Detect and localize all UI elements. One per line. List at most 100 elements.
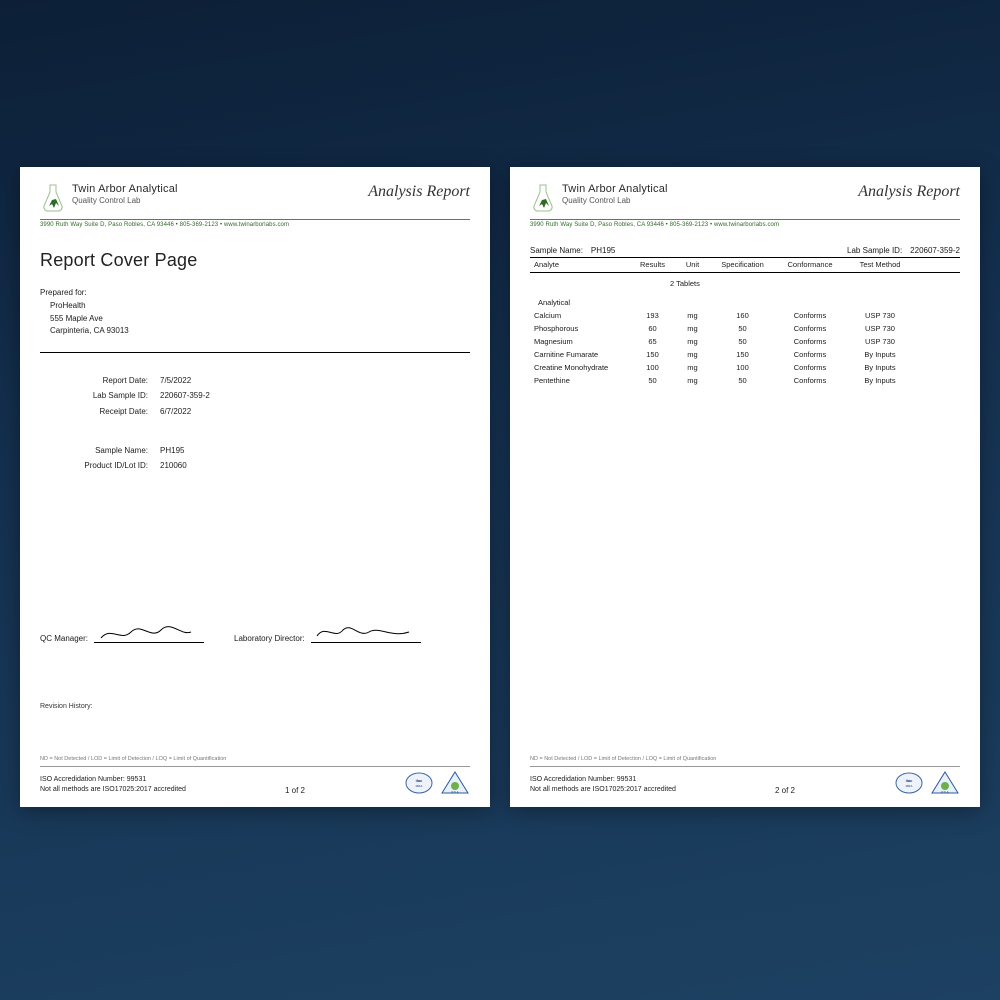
kv-row: Sample Name:PH195 bbox=[40, 443, 470, 458]
footer-rule bbox=[40, 766, 470, 767]
kv-val: 6/7/2022 bbox=[160, 404, 191, 419]
cell-spec: 160 bbox=[710, 311, 775, 320]
cell-method: USP 730 bbox=[845, 324, 915, 333]
company-name: Twin Arbor Analytical bbox=[72, 183, 178, 195]
report-title: Analysis Report bbox=[368, 183, 470, 201]
company-name: Twin Arbor Analytical bbox=[562, 183, 668, 195]
kv-key: Receipt Date: bbox=[40, 404, 160, 419]
results-table: Analyte Results Unit Specification Confo… bbox=[530, 260, 960, 387]
cell-conf: Conforms bbox=[775, 350, 845, 359]
cell-conf: Conforms bbox=[775, 324, 845, 333]
table-row: Carnitine Fumarate 150 mg 150 Conforms B… bbox=[530, 348, 960, 361]
cell-result: 65 bbox=[630, 337, 675, 346]
prepared-for-city: Carpinteria, CA 93013 bbox=[40, 325, 470, 338]
cell-unit: mg bbox=[675, 337, 710, 346]
revision-history-label: Revision History: bbox=[40, 703, 470, 710]
section-analytical: Analytical bbox=[530, 290, 960, 309]
kv-row: Report Date:7/5/2022 bbox=[40, 373, 470, 388]
footer-iso-note: Not all methods are ISO17025:2017 accred… bbox=[530, 785, 676, 795]
pjla-badge-icon: PJLA bbox=[930, 771, 960, 795]
cover-meta-block-2: Sample Name:PH195 Product ID/Lot ID:2100… bbox=[40, 443, 470, 473]
cell-result: 150 bbox=[630, 350, 675, 359]
footer-iso-number: ISO Accredidation Number: 99531 bbox=[40, 775, 186, 785]
cell-result: 193 bbox=[630, 311, 675, 320]
footer-iso-number: ISO Accredidation Number: 99531 bbox=[530, 775, 676, 785]
table-row: Pentethine 50 mg 50 Conforms By Inputs bbox=[530, 374, 960, 387]
footer-legend: ND = Not Detected / LOD = Limit of Detec… bbox=[530, 756, 960, 762]
footer-legend: ND = Not Detected / LOD = Limit of Detec… bbox=[40, 756, 470, 762]
cell-unit: mg bbox=[675, 324, 710, 333]
company-text: Twin Arbor Analytical Quality Control La… bbox=[72, 183, 178, 205]
cell-spec: 100 bbox=[710, 363, 775, 372]
table-header-row: Analyte Results Unit Specification Confo… bbox=[530, 260, 960, 273]
cell-analyte: Calcium bbox=[530, 311, 630, 320]
footer-badges: ilacMRA PJLA bbox=[894, 771, 960, 795]
page-header: Twin Arbor Analytical Quality Control La… bbox=[40, 183, 470, 213]
serving-size: 2 Tablets bbox=[530, 279, 700, 288]
signature-row: QC Manager: Laboratory Director: bbox=[40, 585, 470, 643]
col-analyte: Analyte bbox=[530, 260, 630, 269]
cell-method: By Inputs bbox=[845, 376, 915, 385]
svg-text:ilac: ilac bbox=[906, 778, 913, 783]
sample-name-value: PH195 bbox=[591, 246, 615, 255]
signature-qc-label: QC Manager: bbox=[40, 634, 88, 643]
table-row: Creatine Monohydrate 100 mg 100 Conforms… bbox=[530, 361, 960, 374]
cell-unit: mg bbox=[675, 376, 710, 385]
cell-spec: 50 bbox=[710, 324, 775, 333]
prepared-for-label: Prepared for: bbox=[40, 287, 470, 300]
col-spec: Specification bbox=[710, 260, 775, 269]
company-address: 3990 Ruth Way Suite D, Paso Robles, CA 9… bbox=[530, 222, 960, 228]
kv-row: Lab Sample ID:220607-359-2 bbox=[40, 388, 470, 403]
kv-val: 7/5/2022 bbox=[160, 373, 191, 388]
page-footer: ND = Not Detected / LOD = Limit of Detec… bbox=[40, 756, 470, 795]
page-footer: ND = Not Detected / LOD = Limit of Detec… bbox=[530, 756, 960, 795]
svg-text:ilac: ilac bbox=[416, 778, 423, 783]
signature-qc: QC Manager: bbox=[40, 625, 204, 643]
sample-name-label: Sample Name: bbox=[530, 246, 583, 255]
sample-header-rule bbox=[530, 257, 960, 258]
header-left: Twin Arbor Analytical Quality Control La… bbox=[530, 183, 668, 213]
table-row: Magnesium 65 mg 50 Conforms USP 730 bbox=[530, 335, 960, 348]
kv-key: Lab Sample ID: bbox=[40, 388, 160, 403]
footer-iso: ISO Accredidation Number: 99531 Not all … bbox=[40, 775, 186, 795]
cover-divider bbox=[40, 352, 470, 353]
cell-unit: mg bbox=[675, 311, 710, 320]
footer-iso: ISO Accredidation Number: 99531 Not all … bbox=[530, 775, 676, 795]
cover-meta-block-1: Report Date:7/5/2022 Lab Sample ID:22060… bbox=[40, 373, 470, 419]
prepared-for-block: Prepared for: ProHealth 555 Maple Ave Ca… bbox=[40, 287, 470, 338]
footer-rule bbox=[530, 766, 960, 767]
page-number: 1 of 2 bbox=[285, 786, 305, 795]
cell-conf: Conforms bbox=[775, 311, 845, 320]
lab-sample-id-label: Lab Sample ID: bbox=[847, 246, 902, 255]
serving-row: 2 Tablets bbox=[530, 273, 960, 290]
cell-conf: Conforms bbox=[775, 337, 845, 346]
col-conf: Conformance bbox=[775, 260, 845, 269]
page-number: 2 of 2 bbox=[775, 786, 795, 795]
footer-badges: ilacMRA PJLA bbox=[404, 771, 470, 795]
cell-analyte: Carnitine Fumarate bbox=[530, 350, 630, 359]
cell-analyte: Phosphorous bbox=[530, 324, 630, 333]
signature-qc-line bbox=[94, 625, 204, 643]
cell-method: By Inputs bbox=[845, 363, 915, 372]
kv-key: Product ID/Lot ID: bbox=[40, 458, 160, 473]
ilac-badge-icon: ilacMRA bbox=[894, 771, 924, 795]
cell-method: USP 730 bbox=[845, 311, 915, 320]
company-logo-icon bbox=[530, 183, 556, 213]
kv-row: Product ID/Lot ID:210060 bbox=[40, 458, 470, 473]
kv-key: Report Date: bbox=[40, 373, 160, 388]
cell-spec: 50 bbox=[710, 337, 775, 346]
kv-row: Receipt Date:6/7/2022 bbox=[40, 404, 470, 419]
cell-spec: 50 bbox=[710, 376, 775, 385]
kv-val: 220607-359-2 bbox=[160, 388, 210, 403]
footer-iso-note: Not all methods are ISO17025:2017 accred… bbox=[40, 785, 186, 795]
prepared-for-street: 555 Maple Ave bbox=[40, 313, 470, 326]
col-unit: Unit bbox=[675, 260, 710, 269]
cell-spec: 150 bbox=[710, 350, 775, 359]
cell-analyte: Creatine Monohydrate bbox=[530, 363, 630, 372]
kv-val: PH195 bbox=[160, 443, 184, 458]
lab-sample-id-value: 220607-359-2 bbox=[910, 246, 960, 255]
cell-method: By Inputs bbox=[845, 350, 915, 359]
page-header: Twin Arbor Analytical Quality Control La… bbox=[530, 183, 960, 213]
table-row: Calcium 193 mg 160 Conforms USP 730 bbox=[530, 309, 960, 322]
company-subtitle: Quality Control Lab bbox=[562, 196, 668, 205]
